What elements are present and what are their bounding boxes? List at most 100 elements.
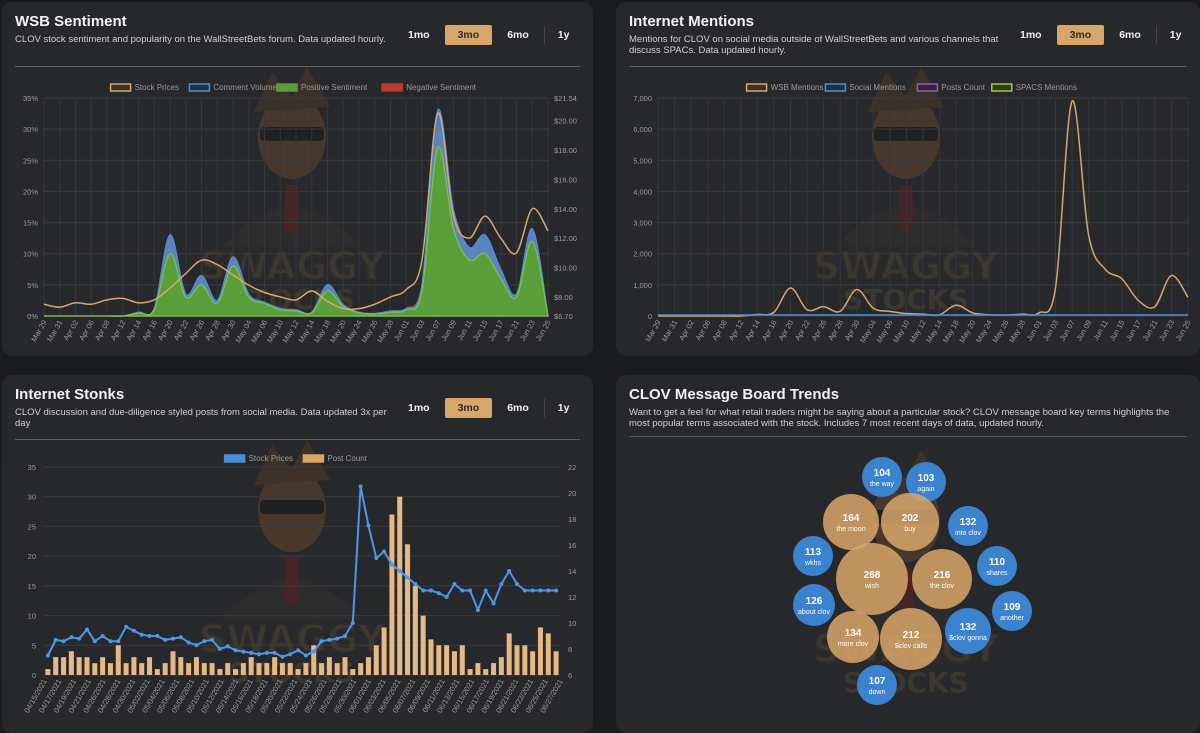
y-tick-label: 5,000: [633, 156, 652, 165]
term-bubble: [793, 536, 833, 576]
positive-sentiment-area: [44, 146, 549, 317]
bubble-term: into clov: [955, 530, 981, 537]
range-1mo-button[interactable]: 1mo: [408, 29, 430, 41]
range-1mo-button[interactable]: 1mo: [408, 402, 430, 414]
range-3mo-button[interactable]: 3mo: [444, 398, 493, 418]
stock-price-point: [288, 652, 293, 657]
divider: [15, 66, 580, 67]
stock-price-point: [389, 562, 394, 567]
stock-price-point: [311, 649, 316, 654]
panel-description: Mentions for CLOV on social media outsid…: [629, 34, 999, 56]
post-count-bar: [530, 651, 536, 675]
y-right-tick-label: $20.00: [554, 117, 577, 126]
legend-label: Comment Volume: [213, 83, 277, 92]
stock-price-point: [335, 636, 340, 641]
y-left-tick-label: 20: [28, 552, 36, 561]
y-left-tick-label: 35: [28, 463, 36, 472]
legend-label: Social Mentions: [849, 83, 905, 92]
stock-price-point: [460, 588, 465, 593]
post-count-bar: [459, 645, 465, 675]
term-bubble: [945, 608, 991, 654]
post-count-bar: [240, 663, 246, 675]
post-count-bar: [295, 669, 301, 675]
stock-price-point: [366, 523, 371, 528]
range-3mo-button[interactable]: 3mo: [444, 25, 493, 45]
bubble-count: 126: [806, 596, 823, 607]
panel-title: Internet Stonks: [15, 386, 125, 403]
legend-swatch: [745, 83, 768, 92]
post-count-bar: [381, 627, 387, 675]
stock-price-point: [45, 653, 50, 658]
bubble-term: $clov calls: [895, 643, 928, 650]
stock-price-point: [343, 634, 347, 638]
range-6mo-button[interactable]: 6mo: [507, 402, 529, 414]
stock-price-point: [483, 588, 488, 593]
post-count-bar: [506, 633, 512, 675]
stock-price-point: [280, 654, 285, 659]
stock-price-point: [327, 637, 332, 642]
term-bubble: [836, 543, 908, 615]
x-tick-label: Apr 22: [793, 319, 812, 343]
stock-price-point: [554, 588, 559, 593]
bubble-count: 110: [989, 557, 1006, 568]
legend-label: Post Count: [327, 454, 367, 463]
stock-price-point: [241, 649, 246, 654]
post-count-bar: [420, 615, 426, 675]
range-1y-button[interactable]: 1y: [1155, 25, 1195, 45]
y-right-tick-label: 10: [568, 619, 576, 628]
bubble-term: the way: [870, 481, 895, 488]
post-count-bar: [61, 657, 67, 675]
range-buttons: 1mo 3mo 6mo 1y: [395, 398, 584, 418]
legend-swatch: [916, 83, 939, 92]
term-bubble: [881, 493, 939, 551]
post-count-bar: [123, 663, 129, 675]
mascot-hair: [254, 440, 330, 485]
post-count-bar: [358, 663, 364, 675]
bubble-term: the moon: [836, 526, 865, 533]
y-right-tick-label: $16.00: [554, 175, 577, 184]
stock-price-point: [374, 556, 379, 560]
y-right-tick-label: $10.00: [554, 264, 577, 273]
stock-prices-line: [43, 112, 549, 311]
post-count-bar: [405, 544, 411, 675]
legend-label: Posts Count: [941, 83, 985, 92]
term-bubble: [793, 584, 835, 626]
range-1mo-button[interactable]: 1mo: [1020, 29, 1042, 41]
range-6mo-button[interactable]: 6mo: [507, 29, 529, 41]
y-tick-label: 1,000: [633, 281, 652, 290]
bubble-count: 132: [960, 622, 977, 633]
message-board-panel: CLOV Message Board Trends Want to get a …: [616, 375, 1200, 733]
stock-price-point: [249, 650, 254, 655]
y-tick-label: 7,000: [633, 94, 652, 103]
x-tick-label: Jun 09: [439, 319, 458, 343]
y-right-tick-label: $8.00: [554, 293, 573, 302]
stock-price-point: [85, 627, 89, 632]
y-tick-label: 0: [648, 312, 652, 321]
legend-swatch: [381, 83, 403, 92]
bubble-term: $clov gonna: [949, 635, 987, 642]
x-tick-label: Mar 31: [660, 319, 679, 344]
panel-title: CLOV Message Board Trends: [629, 386, 840, 403]
post-count-bar: [178, 657, 184, 675]
post-count-bar: [311, 645, 317, 675]
legend-label: SPACS Mentions: [1016, 83, 1077, 92]
bubble-term: again: [917, 486, 934, 493]
post-count-bar: [264, 663, 270, 675]
range-1y-button[interactable]: 1y: [543, 25, 583, 45]
post-count-bar: [545, 633, 551, 675]
post-count-bar: [201, 663, 207, 675]
range-6mo-button[interactable]: 6mo: [1119, 29, 1141, 41]
term-bubble: [948, 506, 988, 546]
y-left-tick-label: 10: [28, 612, 36, 621]
bubble-term: down: [869, 689, 886, 696]
range-1y-button[interactable]: 1y: [543, 398, 583, 418]
post-count-bar: [326, 657, 332, 675]
bubble-term: more clov: [838, 641, 869, 648]
range-3mo-button[interactable]: 3mo: [1056, 25, 1105, 45]
post-count-bar: [147, 657, 153, 675]
divider: [629, 436, 1187, 437]
panel-description: Want to get a feel for what retail trade…: [629, 407, 1170, 429]
stock-price-point: [444, 595, 449, 599]
